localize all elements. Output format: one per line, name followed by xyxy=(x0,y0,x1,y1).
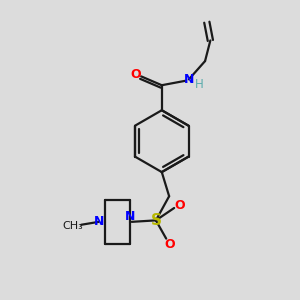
Text: N: N xyxy=(184,73,194,86)
Text: CH₃: CH₃ xyxy=(62,221,82,231)
Text: O: O xyxy=(175,199,185,212)
Text: N: N xyxy=(125,210,136,223)
Text: O: O xyxy=(130,68,141,81)
Text: N: N xyxy=(94,215,104,228)
Text: S: S xyxy=(150,213,161,228)
Text: H: H xyxy=(195,78,204,91)
Text: O: O xyxy=(164,238,175,251)
